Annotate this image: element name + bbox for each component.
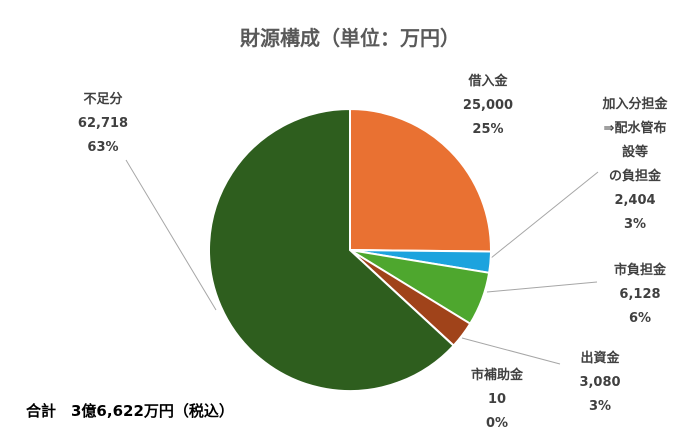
value-label: 2,404 bbox=[614, 193, 656, 208]
percent-label: 25% bbox=[472, 122, 504, 137]
value-label: 62,718 bbox=[77, 116, 129, 131]
category-label: 借入金 bbox=[468, 74, 508, 89]
data-label: 加入分担金 ⇒配水管布設等 の負担金 2,404 3% bbox=[603, 93, 668, 237]
pie-slice bbox=[208, 107, 456, 392]
data-label: 出資金 3,080 3% bbox=[579, 347, 620, 419]
percent-label: 3% bbox=[623, 217, 647, 232]
category-label: 市補助金 bbox=[470, 368, 524, 383]
leader-line bbox=[490, 171, 599, 259]
leader-line bbox=[461, 337, 561, 365]
value-label: 6,128 bbox=[619, 287, 661, 302]
category-label: 加入分担金 ⇒配水管布設等 の負担金 bbox=[602, 97, 668, 184]
data-label: 市補助金 10 0% bbox=[471, 364, 523, 436]
value-label: 10 bbox=[487, 392, 507, 407]
total-label: 合計 3億6,622万円（税込） bbox=[26, 402, 234, 420]
category-label: 不足分 bbox=[83, 92, 123, 107]
percent-label: 3% bbox=[588, 399, 612, 414]
data-label: 不足分 62,718 63% bbox=[78, 88, 128, 160]
category-label: 市負担金 bbox=[613, 263, 667, 278]
leader-line bbox=[486, 281, 598, 293]
value-label: 25,000 bbox=[462, 98, 514, 113]
data-label: 市負担金 6,128 6% bbox=[614, 259, 666, 331]
chart-title: 財源構成（単位：万円） bbox=[240, 26, 460, 50]
pie-slice bbox=[349, 107, 492, 253]
value-label: 3,080 bbox=[579, 375, 621, 390]
leader-line bbox=[125, 159, 217, 311]
category-label: 出資金 bbox=[580, 351, 620, 366]
percent-label: 6% bbox=[628, 311, 652, 326]
data-label: 借入金 25,000 25% bbox=[463, 70, 513, 142]
percent-label: 0% bbox=[485, 416, 509, 431]
percent-label: 63% bbox=[87, 140, 119, 155]
